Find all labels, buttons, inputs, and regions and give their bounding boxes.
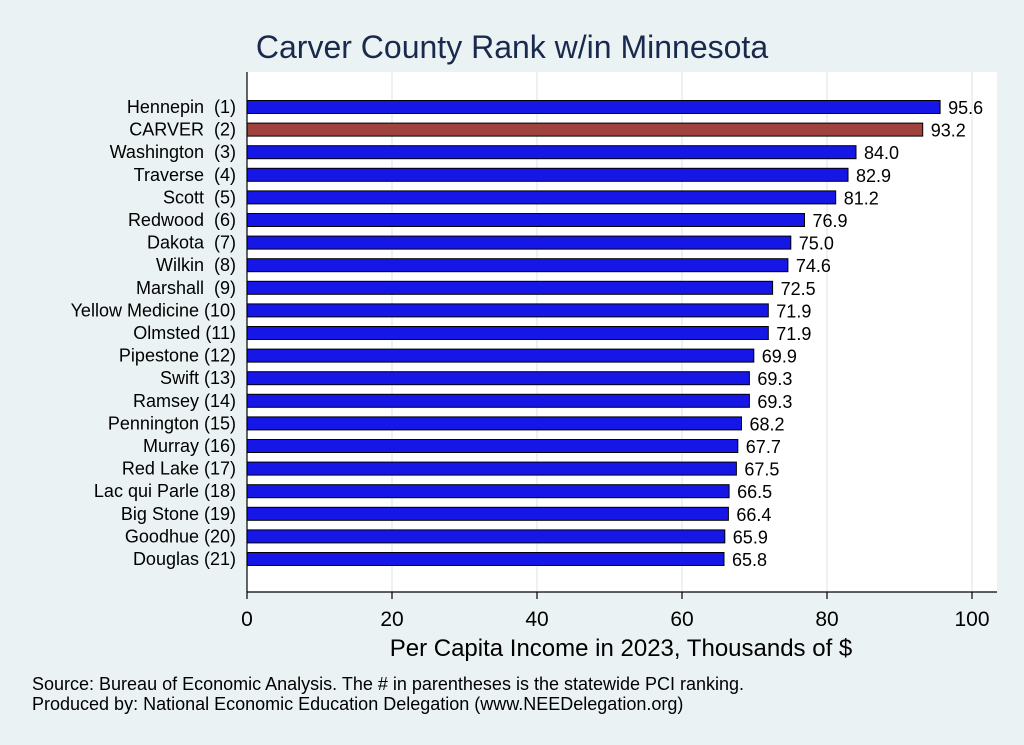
category-label: Redwood (6) bbox=[128, 210, 236, 230]
category-label: Douglas (21) bbox=[133, 549, 236, 569]
value-label: 69.3 bbox=[757, 369, 792, 389]
category-label: Washington (3) bbox=[110, 142, 236, 162]
value-label: 75.0 bbox=[799, 234, 834, 254]
value-label: 71.9 bbox=[776, 301, 811, 321]
category-label: Dakota (7) bbox=[147, 233, 236, 253]
bar bbox=[246, 280, 774, 295]
value-label: 67.7 bbox=[746, 437, 781, 457]
category-label: CARVER (2) bbox=[129, 120, 236, 140]
bar bbox=[246, 258, 789, 273]
category-label: Goodhue (20) bbox=[125, 526, 236, 546]
category-label: Ramsey (14) bbox=[133, 391, 236, 411]
value-label: 74.6 bbox=[796, 256, 831, 276]
x-tick-label: 60 bbox=[670, 608, 693, 631]
category-label: Wilkin (8) bbox=[156, 255, 236, 275]
x-tick-label: 100 bbox=[954, 608, 989, 631]
bar bbox=[246, 122, 924, 137]
value-label: 95.6 bbox=[948, 98, 983, 118]
value-label: 67.5 bbox=[744, 460, 779, 480]
x-axis-title: Per Capita Income in 2023, Thousands of … bbox=[390, 635, 853, 662]
bar bbox=[246, 529, 726, 544]
category-label: Yellow Medicine (10) bbox=[71, 300, 236, 320]
value-label: 65.9 bbox=[733, 527, 768, 547]
x-axis: 0 20 40 60 80 100 bbox=[241, 72, 997, 631]
category-label: Swift (13) bbox=[160, 368, 236, 388]
producer-note: Produced by: National Economic Education… bbox=[32, 694, 683, 714]
bar bbox=[246, 235, 792, 250]
x-tick-label: 80 bbox=[815, 608, 838, 631]
bar bbox=[246, 371, 750, 386]
value-label: 81.2 bbox=[844, 188, 879, 208]
category-label: Traverse (4) bbox=[134, 165, 236, 185]
bar bbox=[246, 484, 730, 499]
chart-title: Carver County Rank w/in Minnesota bbox=[256, 29, 768, 65]
category-label: Murray (16) bbox=[143, 436, 236, 456]
bar bbox=[246, 506, 729, 521]
value-label: 66.5 bbox=[737, 482, 772, 502]
category-label: Marshall (9) bbox=[136, 278, 236, 298]
value-label: 84.0 bbox=[864, 143, 899, 163]
bar bbox=[246, 461, 737, 476]
x-tick-label: 20 bbox=[380, 608, 403, 631]
bar bbox=[246, 167, 849, 182]
value-label: 69.3 bbox=[757, 392, 792, 412]
bar bbox=[246, 100, 941, 114]
value-label: 66.4 bbox=[736, 505, 771, 525]
bar bbox=[246, 439, 739, 453]
value-label: 93.2 bbox=[931, 121, 966, 141]
bar bbox=[246, 145, 857, 160]
value-label: 69.9 bbox=[762, 347, 797, 367]
bar bbox=[246, 326, 769, 340]
value-label: 82.9 bbox=[856, 166, 891, 186]
bar bbox=[246, 552, 725, 566]
value-label: 65.8 bbox=[732, 550, 767, 570]
category-label: Pennington (15) bbox=[108, 413, 236, 433]
bar bbox=[246, 348, 755, 363]
bar bbox=[246, 213, 805, 227]
value-label: 68.2 bbox=[750, 414, 785, 434]
category-label: Red Lake (17) bbox=[122, 459, 236, 479]
category-label: Hennepin (1) bbox=[127, 97, 236, 117]
bar bbox=[246, 190, 837, 205]
category-label: Big Stone (19) bbox=[121, 504, 236, 524]
category-label: Olmsted (11) bbox=[133, 323, 236, 343]
category-label: Pipestone (12) bbox=[119, 346, 236, 366]
x-tick-label: 0 bbox=[241, 608, 253, 631]
category-label: Lac qui Parle (18) bbox=[94, 481, 236, 501]
bar bbox=[246, 416, 742, 431]
x-tick-label: 40 bbox=[525, 608, 548, 631]
bar bbox=[246, 303, 769, 318]
source-note: Source: Bureau of Economic Analysis. The… bbox=[32, 674, 744, 694]
bar bbox=[246, 393, 750, 408]
category-label: Scott (5) bbox=[163, 187, 236, 207]
value-label: 71.9 bbox=[776, 324, 811, 344]
value-label: 76.9 bbox=[813, 211, 848, 231]
bars: Hennepin (1) 95.6 CARVER (2) 93.2 Washington… bbox=[71, 97, 984, 570]
value-label: 72.5 bbox=[781, 279, 816, 299]
